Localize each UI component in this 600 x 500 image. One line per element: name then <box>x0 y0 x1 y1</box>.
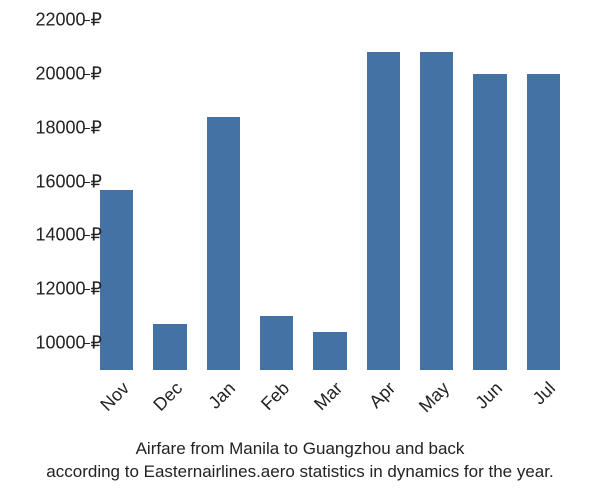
x-tick-label: Dec <box>149 378 186 415</box>
chart-caption: Airfare from Manila to Guangzhou and bac… <box>0 438 600 484</box>
x-tick-label: Jul <box>529 378 560 409</box>
y-tick-mark <box>84 235 90 236</box>
y-tick-label: 18000 ₽ <box>35 117 102 138</box>
bar <box>313 332 346 370</box>
x-tick-label: Feb <box>257 378 294 415</box>
bar <box>473 74 506 370</box>
plot-area <box>90 20 570 370</box>
y-tick-label: 14000 ₽ <box>35 225 102 246</box>
x-tick-label: May <box>415 378 454 417</box>
y-tick-mark <box>84 343 90 344</box>
bar <box>260 316 293 370</box>
y-tick-label: 22000 ₽ <box>35 10 102 31</box>
airfare-chart: 10000 ₽ 12000 ₽ 14000 ₽ 16000 ₽ 18000 ₽ 20000… <box>0 0 600 500</box>
x-tick-label: Jun <box>471 378 506 413</box>
y-tick-mark <box>84 20 90 21</box>
y-tick-label: 16000 ₽ <box>35 171 102 192</box>
bar <box>367 52 400 370</box>
x-tick-label: Jan <box>205 378 240 413</box>
y-tick-mark <box>84 182 90 183</box>
y-tick-mark <box>84 74 90 75</box>
caption-line-1: Airfare from Manila to Guangzhou and bac… <box>0 438 600 461</box>
x-tick-label: Apr <box>366 378 401 413</box>
y-tick-label: 20000 ₽ <box>35 63 102 84</box>
bars-group <box>90 20 570 370</box>
y-tick-mark <box>84 289 90 290</box>
bar <box>207 117 240 370</box>
y-tick-mark <box>84 128 90 129</box>
x-tick-label: Nov <box>96 378 133 415</box>
bar <box>420 52 453 370</box>
bar <box>153 324 186 370</box>
caption-line-2: according to Easternairlines.aero statis… <box>0 461 600 484</box>
bar <box>527 74 560 370</box>
y-tick-label: 10000 ₽ <box>35 333 102 354</box>
x-tick-label: Mar <box>310 378 347 415</box>
bar <box>100 190 133 370</box>
y-tick-label: 12000 ₽ <box>35 279 102 300</box>
